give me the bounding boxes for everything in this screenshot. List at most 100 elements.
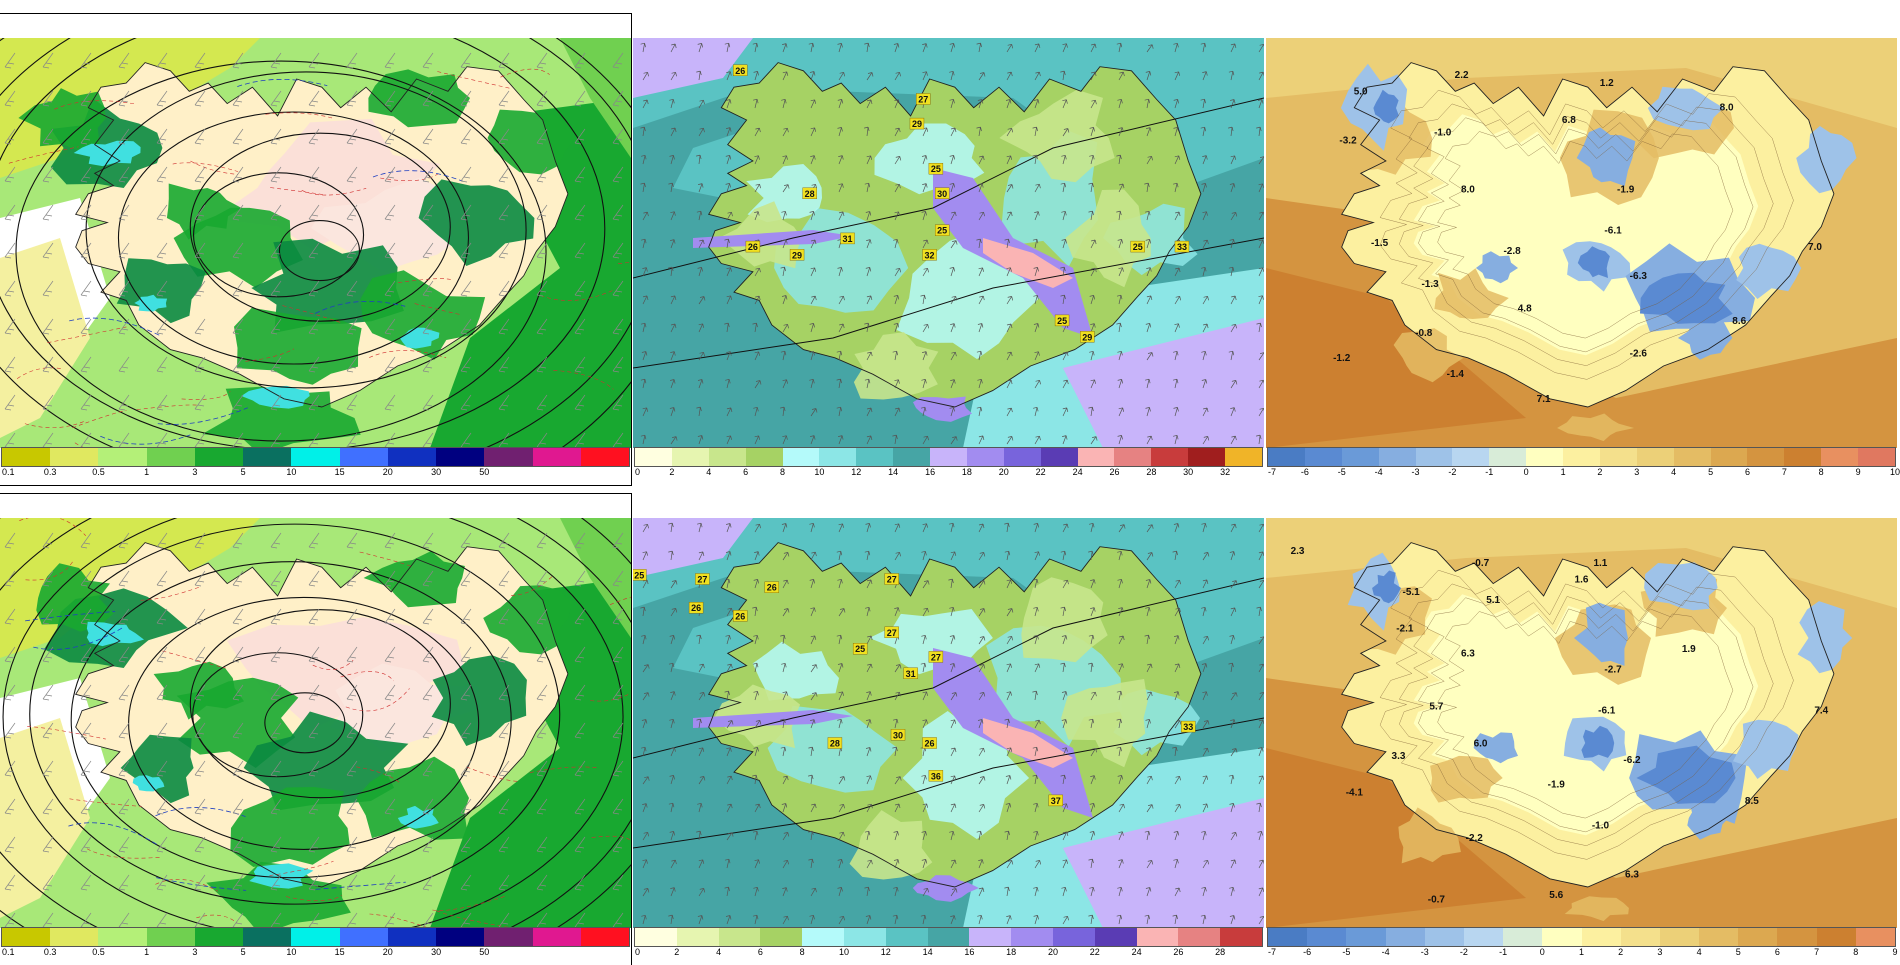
value-label-text: -3.2 [1339, 136, 1357, 147]
value-label-text: 7.0 [1808, 242, 1822, 253]
value-label: -2.8 [1503, 246, 1521, 257]
gust-label-bg [1181, 720, 1196, 733]
colorbar-tick: 26 [1109, 467, 1120, 477]
value-label-text: 7.4 [1814, 706, 1828, 717]
colorbar-tick: 14 [888, 467, 899, 477]
colorbar-tick: 3 [1634, 467, 1640, 477]
colorbar-swatch [969, 928, 1012, 946]
colorbar-swatch [291, 448, 340, 466]
value-label: 36 [928, 770, 944, 782]
colorbar-tick: -4 [1374, 467, 1383, 477]
value-label-text: -0.7 [1428, 894, 1446, 905]
colorbar-swatch [98, 448, 147, 466]
colorbar: 0 2 4 6 8 10 12 14 16 18 20 22 24 26 28 30 32 [633, 447, 1264, 482]
value-label: 26 [733, 610, 748, 622]
value-label: 31 [840, 232, 855, 245]
colorbar-ticks: -7 -6 -5 -4 -3 -2 -1 0 1 2 3 4 5 6 7 8 9 10 [1268, 467, 1900, 479]
colorbar-swatch [1784, 448, 1822, 466]
colorbar-swatch [671, 448, 709, 466]
value-label-text: -1.2 [1333, 353, 1351, 364]
colorbar-swatch [1747, 448, 1785, 466]
panel-header [1, 502, 630, 516]
value-label-text: 28 [830, 739, 840, 749]
colorbar-tick: 0 [635, 947, 641, 957]
colorbar-swatch [339, 448, 388, 466]
gust-label-bg [1130, 240, 1145, 253]
value-label: 6.3 [1461, 648, 1475, 659]
value-label-text: 25 [1057, 316, 1067, 326]
value-label: -5.1 [1403, 587, 1421, 598]
colorbar-swatch [194, 928, 244, 946]
value-label-text: 26 [735, 611, 745, 621]
colorbar-swatch [966, 448, 1004, 466]
colorbar-swatch [532, 448, 581, 466]
map-temp: 2.3 -4.1 -5.1 -2.1 3.3 5.7 6.0 -0.7 -2.2 6.3 -0.7 5… [1266, 518, 1897, 928]
value-label-text: 33 [1183, 722, 1193, 732]
value-label-text: 6.0 [1474, 739, 1488, 750]
value-label: -1.2 [1333, 353, 1351, 364]
colorbar-tick: 9 [1892, 947, 1898, 957]
value-label: -1.9 [1548, 780, 1566, 791]
colorbar-swatch [635, 928, 677, 946]
value-label-text: 8.0 [1461, 185, 1475, 196]
value-label: -6.2 [1623, 755, 1641, 766]
gust-label-bg [1048, 794, 1063, 807]
colorbar-swatch [1855, 928, 1895, 946]
value-label: 5.6 [1549, 890, 1563, 901]
panel-header [1, 22, 630, 36]
value-label-text: -6.2 [1623, 755, 1641, 766]
colorbar-tick: 4 [716, 947, 722, 957]
colorbar-tick: 0.3 [43, 947, 57, 957]
value-label-text: 27 [918, 95, 928, 105]
colorbar-tick: 6 [743, 467, 749, 477]
value-label-text: 25 [634, 570, 644, 580]
colorbar-tick: 14 [922, 947, 933, 957]
colorbar-swatch [927, 928, 970, 946]
colorbar-swatch [893, 448, 930, 466]
value-label: 26 [922, 737, 937, 749]
gust-label-bg [1174, 240, 1190, 253]
colorbar-tick: -3 [1411, 467, 1420, 477]
colorbar-swatch [1526, 448, 1563, 466]
value-label: -1.3 [1421, 279, 1439, 290]
value-label: -1.0 [1434, 127, 1452, 138]
colorbar-tick: 0 [1523, 467, 1529, 477]
colorbar-swatch [1188, 448, 1225, 466]
gust-label-bg [827, 737, 843, 749]
colorbar-tick: -1 [1499, 947, 1508, 957]
colorbar-tick: 32 [1220, 467, 1231, 477]
colorbar-tick: 16 [964, 947, 975, 957]
value-label-text: -1.0 [1592, 821, 1610, 832]
colorbar-swatch [1542, 928, 1582, 946]
value-label: 27 [916, 93, 931, 105]
colorbar-tick: -2 [1459, 947, 1468, 957]
gust-label-bg [890, 729, 906, 741]
colorbar-swatch [1710, 448, 1748, 466]
value-label-text: -1.0 [1434, 127, 1452, 138]
value-label-text: 27 [887, 575, 897, 585]
gust-label-bg [928, 770, 944, 782]
value-label-text: -4.1 [1346, 788, 1364, 799]
colorbar-swatch [1052, 928, 1095, 946]
value-label: -1.9 [1617, 185, 1635, 196]
colorbar-swatches [1267, 927, 1896, 947]
colorbar-tick: 2 [1618, 947, 1624, 957]
colorbar-swatch [1424, 928, 1464, 946]
colorbar-swatch [1659, 928, 1700, 946]
value-label: 28 [827, 737, 843, 749]
value-label-text: 1.6 [1575, 575, 1589, 586]
map-wind: 25 27 26 26 26 25 28 27 27 31 27 30 26 36 37 33 [633, 518, 1264, 928]
colorbar-swatch [1452, 448, 1490, 466]
colorbar-tick: 4 [1696, 947, 1702, 957]
colorbar-swatch [782, 448, 820, 466]
value-label: 5.0 [1354, 86, 1368, 97]
colorbar-swatch [708, 448, 746, 466]
colorbar-swatch [50, 928, 99, 946]
value-label-text: -1.5 [1371, 238, 1389, 249]
colorbar-swatch [1225, 448, 1262, 466]
map-temp: 5.0 -3.2 -1.2 -1.5 -1.3 -0.8 -1.4 -1.0 2.2 8.0 -2.… [1266, 38, 1897, 448]
value-label-text: 5.6 [1549, 890, 1563, 901]
gust-label-bg [789, 249, 805, 261]
colorbar-tick: 2 [674, 947, 680, 957]
value-label-text: 25 [937, 226, 947, 236]
